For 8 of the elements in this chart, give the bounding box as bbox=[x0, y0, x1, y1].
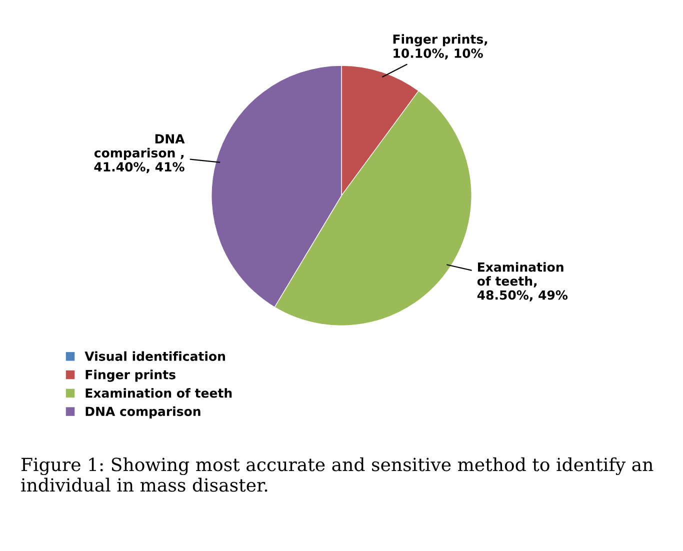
data-label: DNA comparison , 41.40%, 41% bbox=[94, 134, 185, 174]
legend-label: Examination of teeth bbox=[86, 388, 232, 398]
data-label: Finger prints, 10.10%, 10% bbox=[393, 34, 488, 60]
caption: Figure 1: Showing most accurate and sensitive method to identify an individual in mass disaster. bbox=[21, 457, 654, 492]
legend-label: Finger prints bbox=[86, 370, 176, 382]
legend-label: DNA comparison bbox=[86, 406, 200, 419]
legend-label: Visual identification bbox=[84, 351, 225, 361]
data-label: Examination of teeth, 48.50%, 49% bbox=[477, 262, 568, 302]
